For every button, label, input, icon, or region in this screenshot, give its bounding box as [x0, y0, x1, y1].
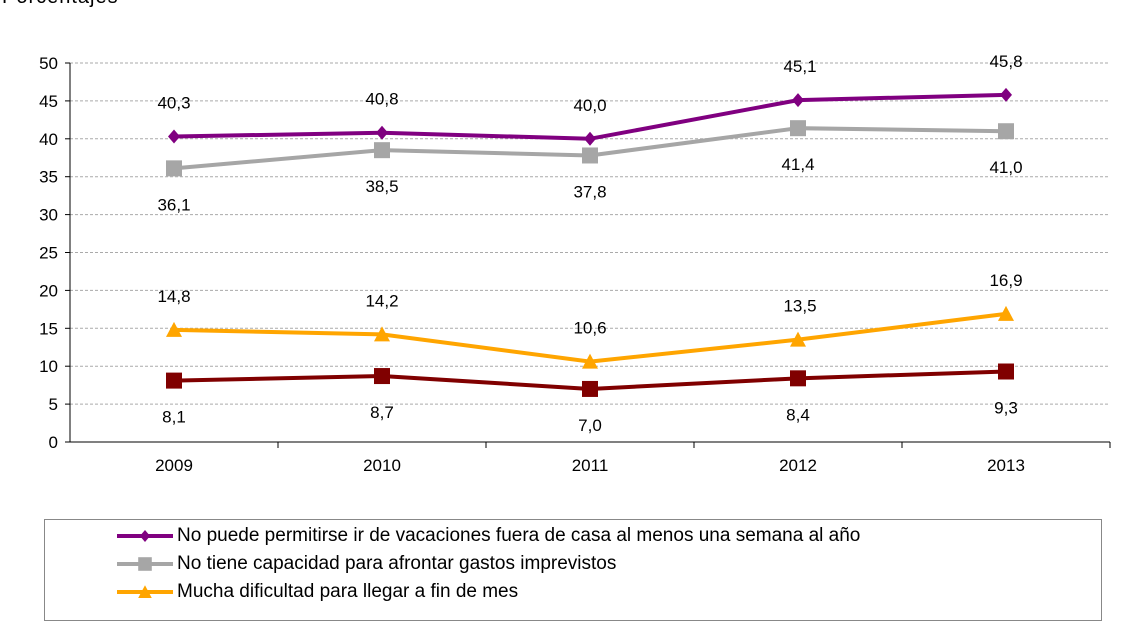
- y-tick-label: 10: [39, 357, 58, 376]
- y-tick-label: 0: [49, 433, 58, 452]
- data-point: [790, 370, 806, 387]
- y-tick-label: 25: [39, 244, 58, 263]
- legend-item: No tiene capacidad para afrontar gastos …: [117, 550, 616, 578]
- data-label: 45,1: [783, 57, 816, 76]
- y-tick-label: 45: [39, 92, 58, 111]
- x-tick-label: 2011: [572, 456, 609, 475]
- data-label: 10,6: [573, 319, 606, 338]
- y-tick-label: 35: [39, 168, 58, 187]
- data-point: [584, 131, 596, 146]
- data-point: [166, 321, 182, 337]
- data-label: 14,2: [365, 291, 398, 310]
- data-label: 7,0: [578, 416, 602, 435]
- data-label: 8,1: [162, 408, 186, 427]
- data-label: 36,1: [157, 195, 190, 214]
- data-point: [790, 120, 806, 137]
- data-label: 38,5: [365, 177, 398, 196]
- x-tick-label: 2013: [987, 456, 1025, 475]
- data-label: 41,0: [989, 158, 1022, 177]
- legend-swatch: [117, 530, 173, 542]
- legend-swatch: [117, 557, 173, 571]
- legend-label: Mucha dificultad para llegar a fin de me…: [177, 581, 519, 602]
- data-point: [374, 368, 390, 385]
- data-point: [582, 380, 598, 397]
- legend-label: No tiene capacidad para afrontar gastos …: [177, 553, 617, 574]
- data-label: 16,9: [989, 271, 1022, 290]
- y-tick-label: 50: [39, 54, 58, 73]
- data-label: 40,0: [573, 96, 606, 115]
- data-label: 14,8: [157, 287, 190, 306]
- data-point: [582, 147, 598, 164]
- legend-item: Mucha dificultad para llegar a fin de me…: [117, 578, 518, 606]
- legend-item: No puede permitirse ir de vacaciones fue…: [117, 522, 860, 550]
- data-point: [792, 93, 804, 108]
- data-label: 41,4: [781, 155, 814, 174]
- y-tick-label: 15: [39, 319, 58, 338]
- data-point: [998, 305, 1014, 321]
- data-label: 8,4: [786, 405, 810, 424]
- series-3: 8,1 8,7 7,0 8,4 9,3: [162, 363, 1018, 435]
- series-1: 36,1 38,5 37,8 41,4 41,0: [157, 120, 1023, 214]
- data-point: [1000, 87, 1012, 102]
- data-label: 40,8: [365, 90, 398, 109]
- data-point: [166, 372, 182, 389]
- x-tick-label: 2010: [363, 456, 401, 475]
- data-label: 13,5: [783, 297, 816, 316]
- y-tick-label: 40: [39, 130, 58, 149]
- data-point: [374, 142, 390, 159]
- series-2: 14,8 14,2 10,6 13,5 16,9: [157, 271, 1023, 369]
- data-point: [998, 123, 1014, 140]
- data-label: 37,8: [573, 182, 606, 201]
- data-point: [582, 353, 598, 369]
- legend-swatch: [117, 585, 173, 598]
- data-label: 8,7: [370, 403, 394, 422]
- y-tick-label: 5: [49, 395, 58, 414]
- data-point: [374, 326, 390, 342]
- chart-title: Porcentajes: [2, 0, 119, 9]
- legend-label: No puede permitirse ir de vacaciones fue…: [177, 525, 861, 546]
- data-point: [998, 363, 1014, 380]
- data-label: 9,3: [994, 399, 1018, 418]
- legend: No puede permitirse ir de vacaciones fue…: [44, 519, 1102, 621]
- data-label: 45,8: [989, 52, 1022, 71]
- data-point: [166, 160, 182, 177]
- x-tick-label: 2012: [779, 456, 817, 475]
- legend-marker: [139, 530, 151, 542]
- data-label: 40,3: [157, 94, 190, 113]
- y-tick-label: 20: [39, 281, 58, 300]
- series-0: 40,3 40,8 40,0 45,1 45,8: [157, 52, 1023, 146]
- data-point: [376, 125, 388, 140]
- legend-marker: [138, 557, 152, 571]
- x-tick-label: 2009: [155, 456, 193, 475]
- line-chart: 0 5 10 15 20 25 30 35 40 45 50 2009 2010 2011 2012 2013…: [39, 52, 1111, 475]
- data-point: [168, 129, 180, 144]
- y-tick-label: 30: [39, 206, 58, 225]
- data-point: [790, 331, 806, 347]
